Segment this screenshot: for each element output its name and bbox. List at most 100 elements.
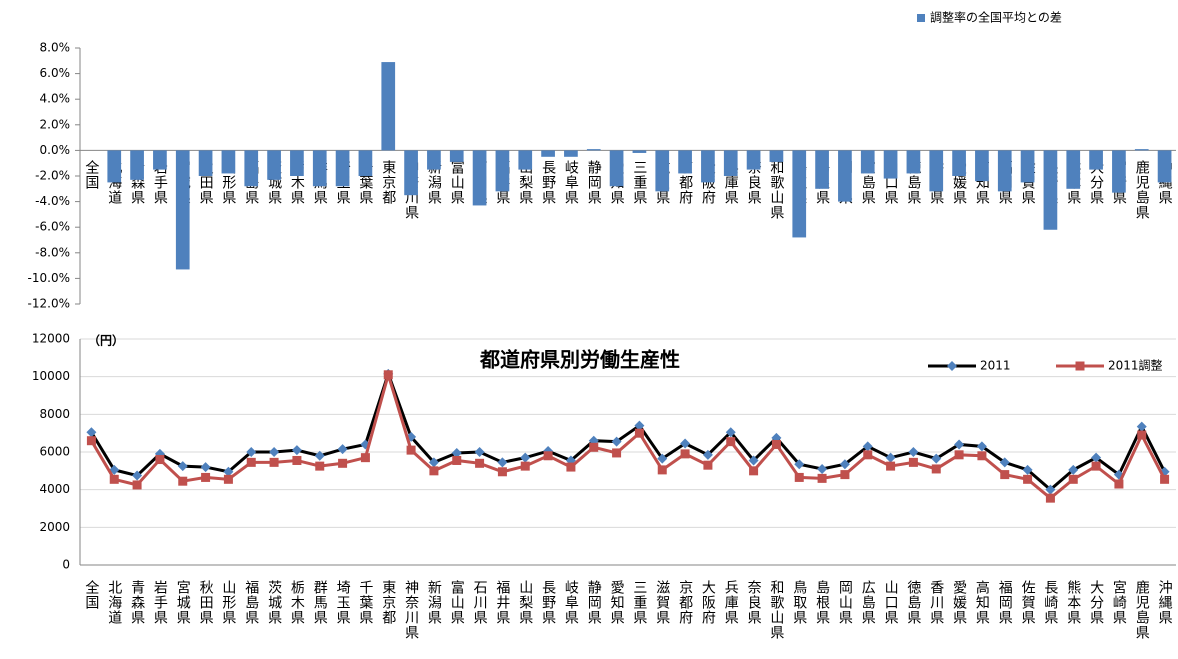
bar	[1043, 150, 1058, 230]
marker	[246, 447, 257, 457]
x-tick-label: 岩手県	[152, 160, 168, 205]
y-tick-label: 0	[62, 558, 70, 572]
y-tick-label: 8.0%	[40, 41, 71, 55]
x-tick-label: 山梨県	[517, 580, 533, 625]
bar	[518, 150, 533, 170]
marker	[246, 457, 256, 467]
x-tick-label: 高知県	[974, 579, 990, 625]
y-tick-label: 12000	[32, 332, 70, 346]
x-tick-label: 埼玉県	[335, 580, 351, 625]
marker	[908, 457, 918, 467]
marker	[954, 439, 965, 450]
marker	[931, 464, 941, 474]
x-tick-label: 石川県	[472, 580, 488, 625]
marker	[451, 447, 462, 458]
x-tick-label: 宮城県	[175, 580, 191, 625]
marker	[817, 473, 827, 483]
marker	[269, 447, 280, 457]
marker	[315, 461, 325, 471]
x-tick-label: 富山県	[449, 159, 465, 205]
x-tick-label: 全国	[83, 579, 99, 610]
marker	[543, 451, 553, 461]
marker	[863, 450, 873, 460]
x-tick-label: 鹿児島県	[1134, 159, 1150, 220]
marker	[589, 442, 599, 452]
x-tick-label: 青森県	[129, 580, 145, 625]
marker	[269, 457, 279, 467]
bar	[975, 150, 989, 182]
y-tick-label: -4.0%	[35, 194, 70, 208]
legend-swatch	[917, 14, 925, 22]
y-tick-label: -6.0%	[35, 220, 70, 234]
marker	[429, 466, 439, 476]
x-tick-label: 京都府	[677, 580, 693, 625]
bar	[586, 149, 601, 151]
legend-marker	[947, 361, 957, 371]
y-tick-label: 10000	[32, 369, 70, 383]
x-tick-label: 長野県	[540, 160, 556, 205]
bar	[404, 150, 418, 196]
marker	[566, 462, 576, 472]
x-tick-label: 奈良県	[746, 580, 762, 625]
x-tick-label: 長野県	[540, 580, 556, 625]
x-tick-label: 神奈川県	[403, 580, 419, 640]
y-tick-label: 6000	[39, 445, 70, 459]
x-tick-label: 群馬県	[312, 580, 328, 625]
x-tick-label: 徳島県	[905, 580, 921, 625]
marker	[1023, 474, 1033, 484]
y-tick-label: 6.0%	[40, 66, 71, 80]
marker	[725, 427, 736, 438]
marker	[862, 441, 873, 452]
marker	[155, 455, 165, 465]
x-tick-label: 北海道	[106, 580, 122, 625]
bar	[1134, 149, 1149, 151]
bar	[883, 150, 898, 179]
x-tick-label: 愛知県	[609, 580, 625, 625]
marker	[817, 463, 828, 474]
marker	[223, 474, 233, 484]
bar	[860, 150, 875, 174]
x-tick-label: 宮崎県	[1111, 580, 1127, 625]
x-tick-label: 鹿児島県	[1134, 579, 1150, 640]
x-tick-label: 佐賀県	[1020, 580, 1036, 625]
bar	[609, 150, 624, 187]
marker	[1068, 464, 1079, 475]
marker	[201, 472, 211, 482]
x-tick-label: 香川県	[928, 580, 944, 625]
marker	[475, 458, 485, 468]
x-tick-label: 広島県	[860, 580, 876, 625]
x-tick-label: 岐阜県	[563, 580, 579, 625]
x-tick-label: 愛媛県	[951, 580, 967, 625]
marker	[749, 466, 759, 476]
y-tick-label: -12.0%	[28, 297, 70, 311]
x-tick-label: 三重県	[631, 580, 647, 625]
bar	[632, 150, 647, 153]
marker	[954, 450, 964, 460]
x-tick-label: 三重県	[631, 160, 647, 205]
x-tick-label: 栃木県	[289, 580, 305, 625]
x-tick-label: 鳥取県	[791, 580, 807, 625]
y-tick-label: -10.0%	[28, 271, 70, 285]
marker	[657, 453, 668, 464]
x-tick-label: 千葉県	[357, 580, 373, 625]
bar	[130, 150, 144, 180]
marker	[611, 436, 622, 447]
marker	[931, 453, 942, 464]
marker	[223, 466, 234, 477]
bar	[1066, 150, 1081, 189]
bar	[564, 150, 578, 157]
y-tick-label: 4.0%	[40, 92, 71, 106]
marker	[726, 437, 736, 447]
x-tick-label: 島根県	[814, 580, 830, 625]
marker	[132, 470, 143, 481]
x-tick-label: 山梨県	[517, 160, 533, 205]
bar	[1089, 150, 1103, 170]
marker	[1045, 493, 1055, 503]
y-tick-label: 2.0%	[40, 117, 71, 131]
x-tick-label: 岐阜県	[563, 160, 579, 205]
marker	[520, 452, 531, 463]
bar	[312, 150, 327, 187]
y-tick-label: -8.0%	[35, 245, 70, 259]
y-tick-label: 0.0%	[40, 143, 71, 157]
marker	[702, 449, 713, 460]
